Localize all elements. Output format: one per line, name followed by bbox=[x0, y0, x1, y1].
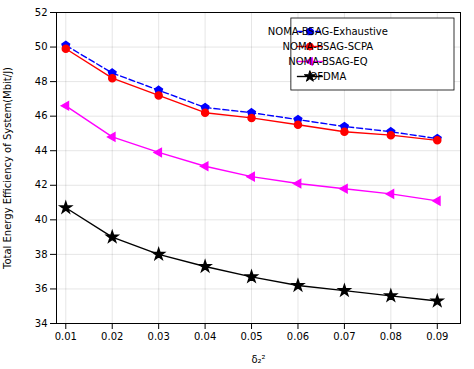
svg-text:0.08: 0.08 bbox=[380, 331, 402, 342]
svg-text:0.02: 0.02 bbox=[101, 331, 123, 342]
svg-text:NOMA-BSAG-Exhaustive: NOMA-BSAG-Exhaustive bbox=[268, 26, 388, 37]
svg-text:0.05: 0.05 bbox=[240, 331, 262, 342]
svg-text:52: 52 bbox=[35, 7, 48, 18]
svg-text:0.09: 0.09 bbox=[426, 331, 448, 342]
svg-text:OFDMA: OFDMA bbox=[309, 71, 346, 82]
svg-text:0.06: 0.06 bbox=[287, 331, 309, 342]
svg-text:0.03: 0.03 bbox=[148, 331, 170, 342]
svg-text:δ₂²: δ₂² bbox=[251, 354, 265, 365]
svg-text:34: 34 bbox=[35, 318, 48, 329]
svg-text:44: 44 bbox=[35, 145, 48, 156]
svg-text:48: 48 bbox=[35, 76, 48, 87]
svg-text:38: 38 bbox=[35, 249, 48, 260]
svg-text:0.07: 0.07 bbox=[333, 331, 355, 342]
svg-text:0.04: 0.04 bbox=[194, 331, 216, 342]
svg-text:Total Energy Efficiency of Sys: Total Energy Efficiency of System(Mbit/J… bbox=[2, 67, 13, 270]
svg-text:40: 40 bbox=[35, 214, 48, 225]
svg-text:NOMA-BSAG-SCPA: NOMA-BSAG-SCPA bbox=[283, 41, 374, 52]
svg-text:46: 46 bbox=[35, 110, 48, 121]
svg-text:50: 50 bbox=[35, 41, 48, 52]
svg-text:42: 42 bbox=[35, 179, 48, 190]
svg-text:0.01: 0.01 bbox=[55, 331, 77, 342]
svg-text:NOMA-BSAG-EQ: NOMA-BSAG-EQ bbox=[288, 56, 367, 67]
svg-text:36: 36 bbox=[35, 283, 48, 294]
